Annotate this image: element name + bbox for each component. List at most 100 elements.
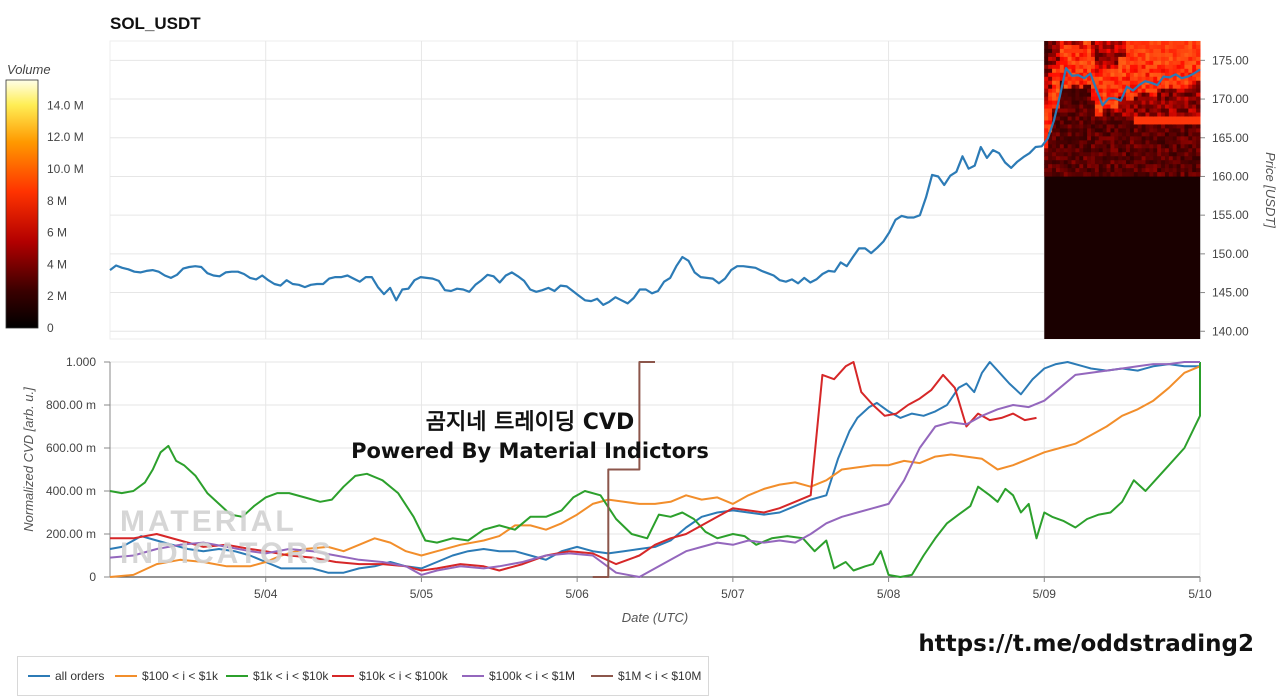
- colorbar-tick-label: 0: [47, 321, 54, 335]
- heatmap-cell: [1133, 64, 1139, 70]
- heatmap-cell: [1059, 104, 1065, 110]
- heatmap-cell: [1094, 132, 1100, 137]
- heatmap-cell: [1149, 120, 1154, 125]
- heatmap-cell: [1048, 144, 1053, 149]
- heatmap-cell: [1048, 164, 1053, 169]
- heatmap-cell: [1192, 96, 1197, 102]
- heatmap-cell: [1184, 168, 1189, 173]
- heatmap-cell: [1133, 136, 1139, 141]
- heatmap-cell: [1196, 112, 1201, 117]
- heatmap-cell: [1079, 168, 1084, 173]
- heatmap-cell: [1141, 48, 1146, 54]
- heatmap-cell: [1048, 96, 1053, 102]
- heatmap-cell: [1052, 164, 1057, 169]
- heatmap-cell: [1063, 56, 1069, 62]
- heatmap-cell: [1122, 120, 1127, 125]
- heatmap-cell: [1098, 160, 1104, 165]
- heatmap-cell: [1188, 52, 1193, 58]
- heatmap-cell: [1114, 80, 1119, 86]
- heatmap-cell: [1094, 148, 1100, 153]
- heatmap-cell: [1094, 160, 1100, 165]
- heatmap-cell: [1110, 152, 1115, 157]
- heatmap-cell: [1114, 160, 1119, 165]
- heatmap-cell: [1106, 136, 1111, 141]
- legend-item-b100k-1m[interactable]: $100k < i < $1M: [462, 669, 575, 683]
- heatmap-cell: [1153, 124, 1158, 129]
- heatmap-cell: [1137, 96, 1143, 102]
- heatmap-cell: [1118, 100, 1123, 106]
- heatmap-cell: [1098, 80, 1104, 86]
- heatmap-cell: [1168, 48, 1174, 54]
- heatmap-cell: [1059, 132, 1065, 137]
- heatmap-cell: [1188, 160, 1193, 165]
- heatmap-cell: [1114, 152, 1119, 157]
- heatmap-cell: [1052, 41, 1057, 46]
- heatmap-cell: [1122, 144, 1127, 149]
- heatmap-cell: [1063, 76, 1069, 82]
- heatmap-cell: [1102, 108, 1108, 114]
- heatmap-cell: [1063, 72, 1069, 78]
- heatmap-cell: [1083, 84, 1088, 90]
- heatmap-cell: [1176, 52, 1182, 58]
- heatmap-cell: [1071, 156, 1076, 161]
- heatmap-cell: [1087, 116, 1092, 121]
- legend-item-b1k-10k[interactable]: $1k < i < $10k: [226, 669, 328, 683]
- heatmap-cell: [1122, 164, 1127, 169]
- heatmap-cell: [1145, 41, 1150, 46]
- heatmap-cell: [1184, 72, 1189, 78]
- heatmap-cell: [1164, 144, 1170, 149]
- heatmap-cell: [1055, 140, 1061, 145]
- heatmap-cell: [1091, 148, 1096, 153]
- heatmap-cell: [1176, 124, 1182, 129]
- heatmap-cell: [1063, 41, 1069, 46]
- heatmap-cell: [1094, 172, 1100, 177]
- telegram-link[interactable]: https://t.me/oddstrading2: [918, 631, 1254, 657]
- heatmap-cell: [1129, 168, 1135, 173]
- heatmap-cell: [1098, 104, 1104, 110]
- heatmap-cell: [1141, 168, 1146, 173]
- colorbar-tick-label: 4 M: [47, 257, 67, 271]
- heatmap-cell: [1137, 68, 1143, 74]
- heatmap-cell: [1079, 108, 1084, 114]
- heatmap-cell: [1114, 64, 1119, 70]
- heatmap-cell: [1137, 164, 1143, 169]
- heatmap-cell: [1164, 56, 1170, 62]
- heatmap-cell: [1114, 84, 1119, 90]
- heatmap-cell: [1075, 116, 1080, 121]
- heatmap-cell: [1118, 140, 1123, 145]
- legend-item-b10k-100k[interactable]: $10k < i < $100k: [332, 669, 448, 683]
- heatmap-cell: [1145, 72, 1150, 78]
- heatmap-cell: [1188, 140, 1193, 145]
- legend-item-all-orders[interactable]: all orders: [28, 669, 104, 683]
- heatmap-cell: [1133, 68, 1139, 74]
- heatmap-cell: [1149, 48, 1154, 54]
- heatmap-cell: [1044, 92, 1049, 98]
- heatmap-cell: [1164, 92, 1170, 98]
- heatmap-cell: [1094, 64, 1100, 70]
- legend: all orders $100 < i < $1k $1k < i < $10k $1…: [17, 656, 709, 696]
- heatmap-cell: [1110, 92, 1115, 98]
- heatmap-cell: [1172, 60, 1178, 66]
- heatmap-cell: [1164, 108, 1170, 114]
- heatmap-cell: [1114, 128, 1119, 133]
- heatmap-cell: [1079, 68, 1084, 74]
- heatmap-cell: [1059, 112, 1065, 117]
- heatmap-cell: [1063, 152, 1069, 157]
- heatmap-cell: [1087, 168, 1092, 173]
- heatmap-cell: [1052, 96, 1057, 102]
- legend-item-b100-1k[interactable]: $100 < i < $1k: [115, 669, 218, 683]
- heatmap-cell: [1149, 92, 1154, 98]
- heatmap-cell: [1106, 64, 1111, 70]
- heatmap-cell: [1110, 144, 1115, 149]
- legend-item-b1m-10m[interactable]: $1M < i < $10M: [591, 669, 701, 683]
- heatmap-cell: [1079, 60, 1084, 66]
- heatmap-cell: [1106, 48, 1111, 54]
- cvd-x-tick-label: 5/09: [1033, 587, 1057, 601]
- heatmap-cell: [1118, 76, 1123, 82]
- heatmap-cell: [1087, 76, 1092, 82]
- heatmap-cell: [1129, 120, 1135, 125]
- heatmap-cell: [1180, 41, 1185, 46]
- heatmap-cell: [1168, 108, 1174, 114]
- heatmap-cell: [1137, 76, 1143, 82]
- heatmap-cell: [1071, 44, 1076, 50]
